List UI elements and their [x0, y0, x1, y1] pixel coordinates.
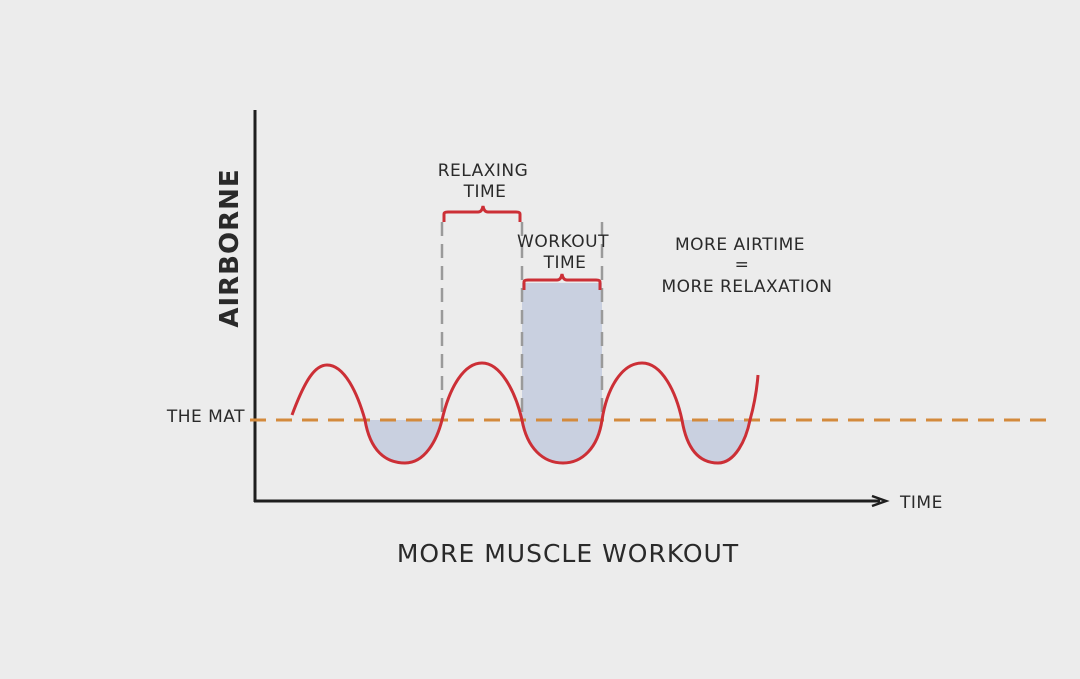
note-line3: MORE RELAXATION	[661, 277, 832, 297]
shade-region-3	[682, 420, 750, 463]
caption: MORE MUSCLE WORKOUT	[397, 539, 739, 568]
y-axis-label: AIRBORNE	[215, 168, 245, 327]
workout-bracket	[522, 273, 602, 290]
relaxing-label-line2: TIME	[463, 182, 507, 202]
x-axis-label: TIME	[899, 493, 943, 513]
shade-region-2	[522, 283, 602, 463]
mat-label: THE MAT	[166, 407, 245, 427]
note-line1: MORE AIRTIME	[675, 235, 805, 255]
relaxing-bracket	[442, 205, 522, 222]
note-line2: =	[735, 255, 750, 275]
x-axis-arrow	[871, 494, 890, 508]
workout-label-line2: TIME	[543, 253, 587, 273]
workout-label-line1: WORKOUT	[517, 232, 609, 252]
bounce-wave	[290, 361, 760, 465]
relaxing-label-line1: RELAXING	[438, 161, 529, 181]
shade-region-1	[365, 420, 442, 463]
